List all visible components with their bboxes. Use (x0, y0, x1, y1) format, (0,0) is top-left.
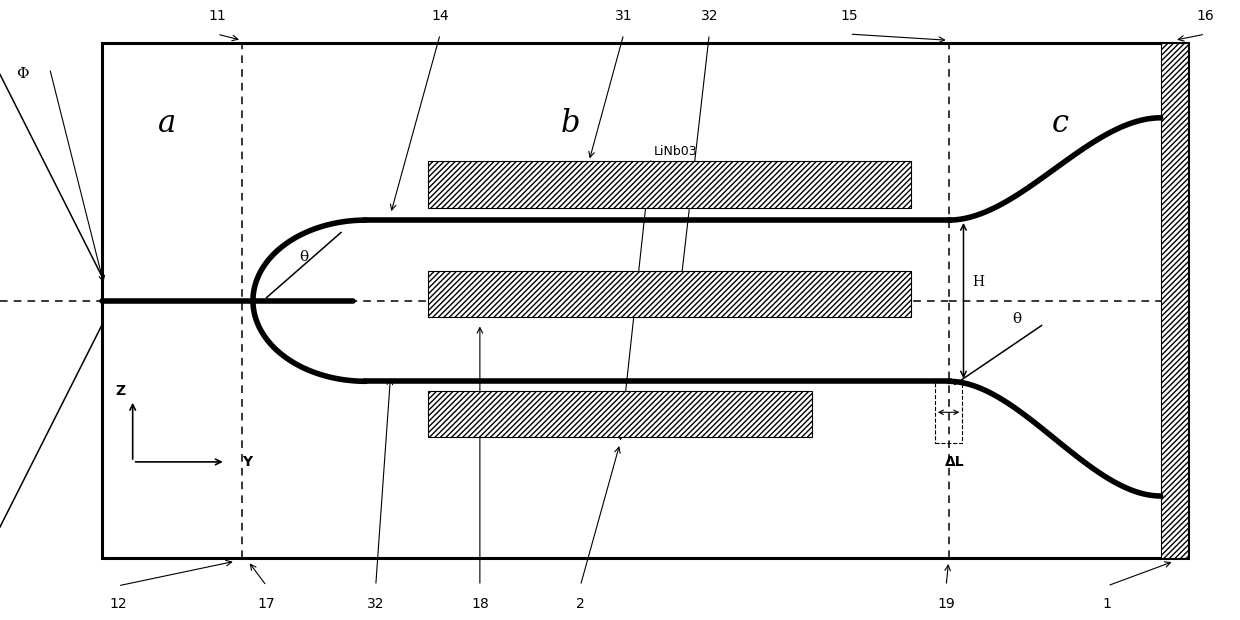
Text: 2: 2 (575, 598, 585, 611)
Text: θ: θ (1012, 312, 1022, 326)
Text: c: c (1052, 108, 1069, 140)
Text: Φ: Φ (16, 68, 29, 81)
Text: LiNb03: LiNb03 (653, 146, 698, 158)
Bar (428, 161, 911, 208)
Text: 16: 16 (1197, 9, 1214, 22)
Text: b: b (560, 108, 580, 140)
Text: θ: θ (299, 250, 309, 264)
Text: ΔL: ΔL (945, 455, 965, 469)
Text: 1: 1 (1102, 598, 1112, 611)
Text: 17: 17 (258, 598, 275, 611)
Text: 32: 32 (367, 598, 384, 611)
Text: 12: 12 (109, 598, 126, 611)
Bar (428, 271, 911, 317)
Bar (935, 381, 962, 443)
Text: 11: 11 (208, 9, 226, 22)
Text: 18: 18 (471, 598, 489, 611)
Text: a: a (159, 108, 176, 140)
Text: 14: 14 (432, 9, 449, 22)
Text: Y: Y (242, 455, 252, 469)
Text: 31: 31 (615, 9, 632, 22)
Text: 19: 19 (937, 598, 955, 611)
Text: 15: 15 (841, 9, 858, 22)
Bar (1161, 43, 1188, 558)
Text: H: H (972, 275, 985, 289)
Text: 32: 32 (701, 9, 718, 22)
Bar (428, 391, 812, 437)
Bar (102, 43, 1188, 558)
Text: Z: Z (115, 384, 125, 397)
